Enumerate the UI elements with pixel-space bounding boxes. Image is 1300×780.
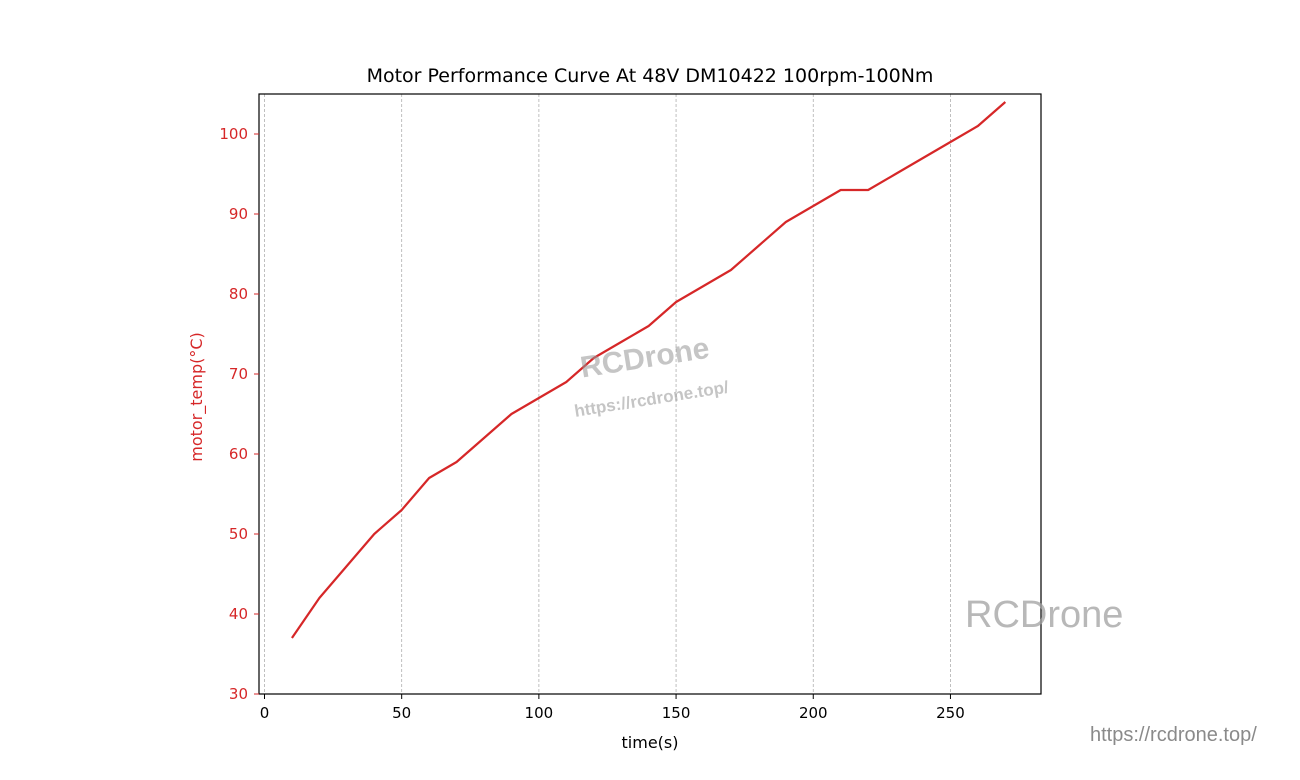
series-layer [291,101,1007,639]
x-tick-label: 100 [525,704,554,722]
x-tick-label: 50 [392,704,411,722]
watermark-url-corner: https://rcdrone.top/ [1090,724,1257,746]
y-tick-label: 100 [219,125,248,143]
y-tick-label: 30 [229,685,248,703]
x-axis-label: time(s) [622,733,679,752]
y-axis-ticks: 30 40 50 60 70 80 90 100 [219,125,259,703]
x-tick-label: 150 [662,704,691,722]
y-tick-label: 60 [229,445,248,463]
y-tick-label: 70 [229,365,248,383]
x-tick-label: 250 [936,704,965,722]
chart-title: Motor Performance Curve At 48V DM10422 1… [367,65,934,87]
x-tick-label: 0 [260,704,270,722]
y-axis-label: motor_temp(°C) [187,332,207,462]
watermark-brand-corner: RCDrone [965,594,1124,636]
y-tick-label: 80 [229,285,248,303]
y-tick-label: 50 [229,525,248,543]
plot-area-frame [258,93,1042,695]
x-axis-ticks: 0 50 100 150 200 250 [260,694,965,722]
series-line-motor-temp [291,101,1007,639]
grid-lines [264,94,951,694]
y-tick-label: 40 [229,605,248,623]
y-tick-label: 90 [229,205,248,223]
x-tick-label: 200 [799,704,828,722]
